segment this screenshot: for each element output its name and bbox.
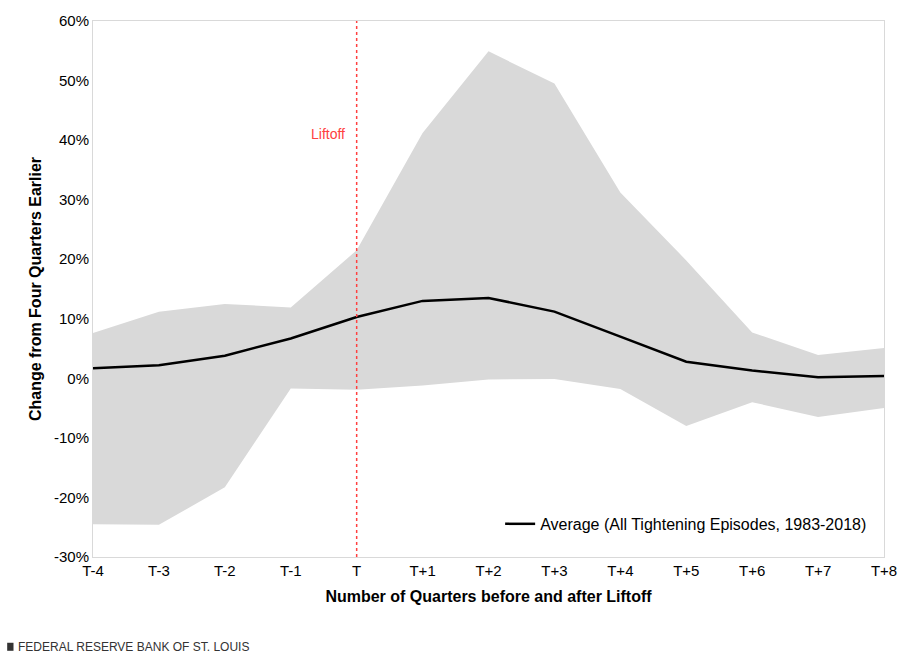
svg-text:Change from Four Quarters Earl: Change from Four Quarters Earlier [27, 157, 44, 421]
svg-text:60%: 60% [59, 12, 89, 29]
svg-text:50%: 50% [59, 72, 89, 89]
svg-text:0%: 0% [67, 370, 89, 387]
svg-text:T-1: T-1 [280, 562, 302, 579]
svg-text:T+2: T+2 [475, 562, 501, 579]
svg-text:T+6: T+6 [739, 562, 765, 579]
svg-text:20%: 20% [59, 250, 89, 267]
svg-text:T+3: T+3 [541, 562, 567, 579]
svg-text:Average (All Tightening Episod: Average (All Tightening Episodes, 1983-2… [540, 516, 866, 533]
svg-text:T+5: T+5 [673, 562, 699, 579]
svg-text:T-2: T-2 [214, 562, 236, 579]
svg-text:FEDERAL RESERVE BANK OF ST. LO: FEDERAL RESERVE BANK OF ST. LOUIS [18, 640, 249, 654]
svg-text:T+1: T+1 [409, 562, 435, 579]
svg-text:T-4: T-4 [82, 562, 104, 579]
svg-text:30%: 30% [59, 191, 89, 208]
svg-text:T: T [352, 562, 361, 579]
svg-text:T+7: T+7 [805, 562, 831, 579]
svg-text:T-3: T-3 [148, 562, 170, 579]
svg-text:Liftoff: Liftoff [311, 126, 345, 142]
svg-text:10%: 10% [59, 310, 89, 327]
svg-text:-30%: -30% [54, 548, 89, 565]
svg-text:-20%: -20% [54, 489, 89, 506]
svg-text:-10%: -10% [54, 429, 89, 446]
svg-text:T+4: T+4 [607, 562, 633, 579]
svg-text:Number of Quarters before and: Number of Quarters before and after Lift… [325, 588, 652, 605]
svg-text:T+8: T+8 [871, 562, 897, 579]
svg-text:40%: 40% [59, 131, 89, 148]
